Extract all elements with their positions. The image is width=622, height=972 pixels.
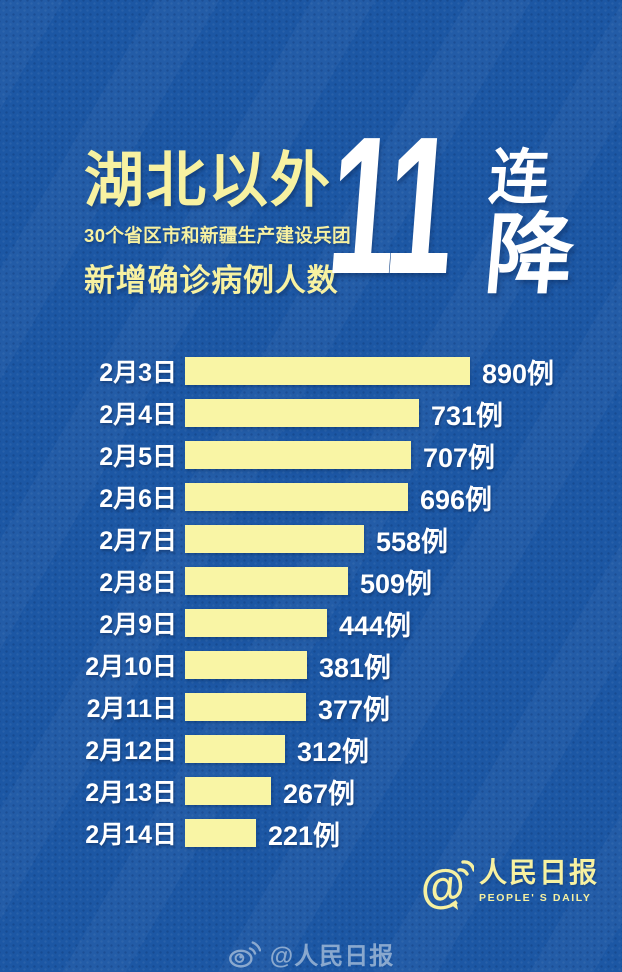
- value-label: 221例: [268, 820, 341, 851]
- chart-row: 2月14日 221例: [67, 819, 587, 851]
- category-label: 2月4日: [99, 401, 177, 429]
- value-label: 444例: [339, 610, 412, 641]
- brand-subtitle: PEOPLE' S DAILY: [479, 891, 592, 904]
- bar: [185, 735, 285, 763]
- category-label: 2月3日: [99, 359, 177, 387]
- bar: [185, 525, 364, 553]
- header-subtitle: 30个省区市和新疆生产建设兵团: [84, 225, 352, 247]
- value-label: 890例: [482, 358, 555, 389]
- brand-logo: @ 人民日报 PEOPLE' S DAILY: [420, 857, 600, 916]
- peoples-daily-at-icon: @: [420, 860, 474, 915]
- category-label: 2月9日: [99, 611, 177, 639]
- value-label: 377例: [318, 694, 391, 725]
- value-label: 707例: [423, 442, 496, 473]
- category-label: 2月7日: [99, 527, 177, 555]
- chart-row: 2月5日 707例: [67, 441, 587, 473]
- chart-row: 2月12日 312例: [67, 735, 587, 767]
- category-label: 2月5日: [99, 443, 177, 471]
- streak-char-top: 连: [486, 144, 553, 211]
- category-label: 2月13日: [85, 779, 177, 807]
- chart-row: 2月8日 509例: [67, 567, 587, 599]
- page-title: 湖北以外: [84, 147, 332, 214]
- value-label: 312例: [297, 736, 370, 767]
- category-label: 2月6日: [99, 485, 177, 513]
- chart-row: 2月9日 444例: [67, 609, 587, 641]
- streak-char-bottom: 降: [481, 205, 578, 304]
- bar: [185, 651, 307, 679]
- watermark-text: @人民日报: [269, 943, 395, 970]
- bar: [185, 483, 408, 511]
- value-label: 381例: [319, 652, 392, 683]
- category-label: 2月8日: [99, 569, 177, 597]
- value-label: 509例: [360, 568, 433, 599]
- chart-row: 2月10日 381例: [67, 651, 587, 683]
- value-label: 696例: [420, 484, 493, 515]
- value-label: 731例: [431, 400, 504, 431]
- bar: [185, 609, 327, 637]
- bar: [185, 441, 411, 469]
- value-label: 558例: [376, 526, 449, 557]
- brand-name: 人民日报: [479, 857, 600, 888]
- brand-text: 人民日报 PEOPLE' S DAILY: [479, 857, 600, 904]
- bar: [185, 693, 306, 721]
- header-line2: 新增确诊病例人数: [84, 263, 339, 299]
- bar: [185, 777, 271, 805]
- chart-row: 2月3日 890例: [67, 357, 587, 389]
- chart-row: 2月11日 377例: [67, 693, 587, 725]
- category-label: 2月11日: [86, 695, 177, 723]
- streak-label: 连 降: [479, 144, 583, 304]
- chart-row: 2月6日 696例: [67, 483, 587, 515]
- weibo-icon: [228, 940, 261, 968]
- weibo-watermark: @人民日报: [0, 936, 622, 971]
- category-label: 2月14日: [85, 821, 177, 849]
- bar: [185, 399, 419, 427]
- category-label: 2月12日: [85, 737, 177, 765]
- category-label: 2月10日: [85, 653, 177, 681]
- bar-chart: 2月3日 890例 2月4日 731例 2月5日 707例 2月6日 696例 2月7日 558例…: [67, 357, 587, 861]
- streak-count: 11: [321, 96, 460, 315]
- header: 湖北以外 30个省区市和新疆生产建设兵团 新增确诊病例人数: [84, 147, 352, 300]
- bar: [185, 567, 348, 595]
- value-label: 267例: [283, 778, 356, 809]
- chart-row: 2月13日 267例: [67, 777, 587, 809]
- chart-row: 2月7日 558例: [67, 525, 587, 557]
- bar: [185, 357, 470, 385]
- bar: [185, 819, 256, 847]
- chart-row: 2月4日 731例: [67, 399, 587, 431]
